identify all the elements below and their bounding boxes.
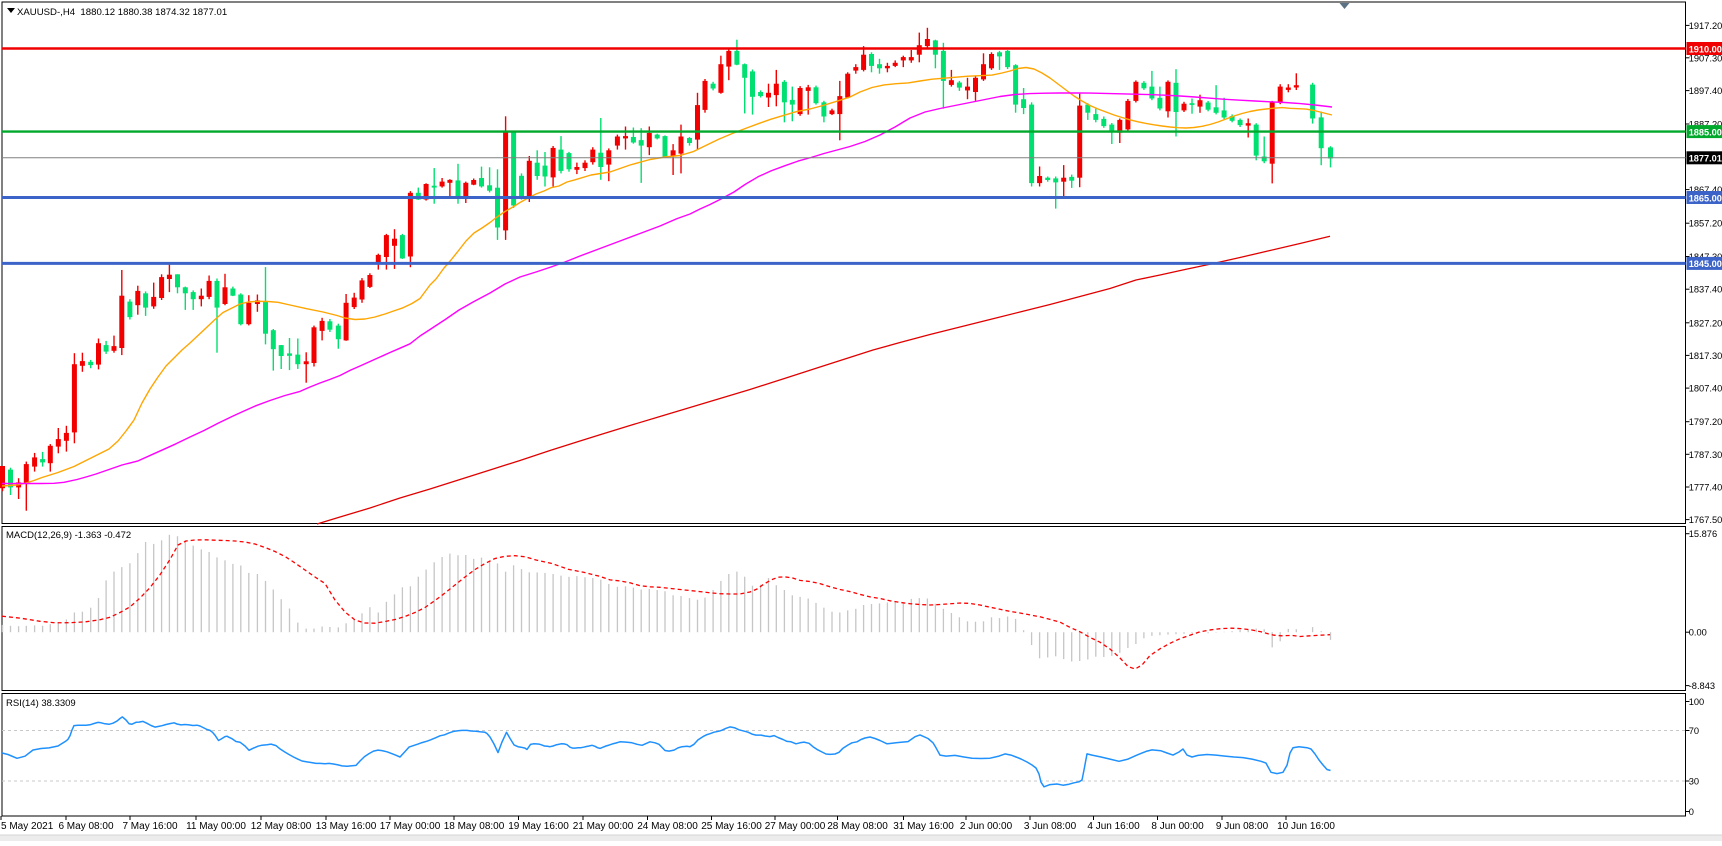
svg-text:6 May 08:00: 6 May 08:00 xyxy=(58,821,113,832)
svg-text:4 Jun 16:00: 4 Jun 16:00 xyxy=(1087,821,1140,832)
svg-text:1787.30: 1787.30 xyxy=(1689,450,1722,460)
svg-text:RSI(14) 38.3309: RSI(14) 38.3309 xyxy=(6,698,76,709)
svg-text:17 May 00:00: 17 May 00:00 xyxy=(380,821,441,832)
svg-text:1767.50: 1767.50 xyxy=(1689,515,1722,525)
svg-text:1807.40: 1807.40 xyxy=(1689,384,1722,394)
svg-text:1827.20: 1827.20 xyxy=(1689,318,1722,328)
svg-text:1857.20: 1857.20 xyxy=(1689,219,1722,229)
svg-text:19 May 16:00: 19 May 16:00 xyxy=(508,821,569,832)
svg-text:100: 100 xyxy=(1689,697,1705,707)
svg-text:31 May 16:00: 31 May 16:00 xyxy=(893,821,954,832)
svg-text:1777.40: 1777.40 xyxy=(1689,483,1722,493)
svg-text:9 Jun 08:00: 9 Jun 08:00 xyxy=(1216,821,1269,832)
svg-text:10 Jun 16:00: 10 Jun 16:00 xyxy=(1277,821,1335,832)
svg-text:2 Jun 00:00: 2 Jun 00:00 xyxy=(960,821,1013,832)
svg-text:8 Jun 00:00: 8 Jun 00:00 xyxy=(1151,821,1204,832)
svg-text:15.876: 15.876 xyxy=(1689,529,1717,539)
svg-text:1897.40: 1897.40 xyxy=(1689,86,1722,96)
svg-text:27 May 00:00: 27 May 00:00 xyxy=(765,821,826,832)
svg-text:MACD(12,26,9) -1.363 -0.472: MACD(12,26,9) -1.363 -0.472 xyxy=(6,530,131,541)
svg-text:70: 70 xyxy=(1689,726,1699,736)
svg-text:18 May 08:00: 18 May 08:00 xyxy=(444,821,505,832)
svg-text:1865.00: 1865.00 xyxy=(1689,193,1722,203)
svg-text:1845.00: 1845.00 xyxy=(1689,259,1722,269)
svg-text:-8.843: -8.843 xyxy=(1689,681,1715,691)
svg-text:25 May 16:00: 25 May 16:00 xyxy=(701,821,762,832)
svg-text:28 May 08:00: 28 May 08:00 xyxy=(827,821,888,832)
svg-text:0: 0 xyxy=(1689,807,1694,817)
svg-text:1917.20: 1917.20 xyxy=(1689,21,1722,31)
svg-text:0.00: 0.00 xyxy=(1689,628,1707,638)
svg-text:1837.40: 1837.40 xyxy=(1689,285,1722,295)
svg-text:5 May 2021: 5 May 2021 xyxy=(1,821,54,832)
svg-text:11 May 00:00: 11 May 00:00 xyxy=(186,821,246,832)
svg-text:24 May 08:00: 24 May 08:00 xyxy=(637,821,698,832)
svg-text:1817.30: 1817.30 xyxy=(1689,351,1722,361)
svg-text:7 May 16:00: 7 May 16:00 xyxy=(122,821,177,832)
svg-text:1910.00: 1910.00 xyxy=(1689,44,1722,54)
svg-text:30: 30 xyxy=(1689,777,1699,787)
svg-text:12 May 08:00: 12 May 08:00 xyxy=(251,821,312,832)
svg-text:1797.20: 1797.20 xyxy=(1689,417,1722,427)
svg-text:13 May 16:00: 13 May 16:00 xyxy=(316,821,377,832)
svg-text:3 Jun 08:00: 3 Jun 08:00 xyxy=(1024,821,1077,832)
svg-text:XAUUSD-,H4 1880.12 1880.38 18: XAUUSD-,H4 1880.12 1880.38 1874.32 1877.… xyxy=(17,7,227,18)
svg-text:1885.00: 1885.00 xyxy=(1689,127,1722,137)
svg-text:1877.01: 1877.01 xyxy=(1689,154,1722,164)
svg-text:21 May 00:00: 21 May 00:00 xyxy=(573,821,634,832)
